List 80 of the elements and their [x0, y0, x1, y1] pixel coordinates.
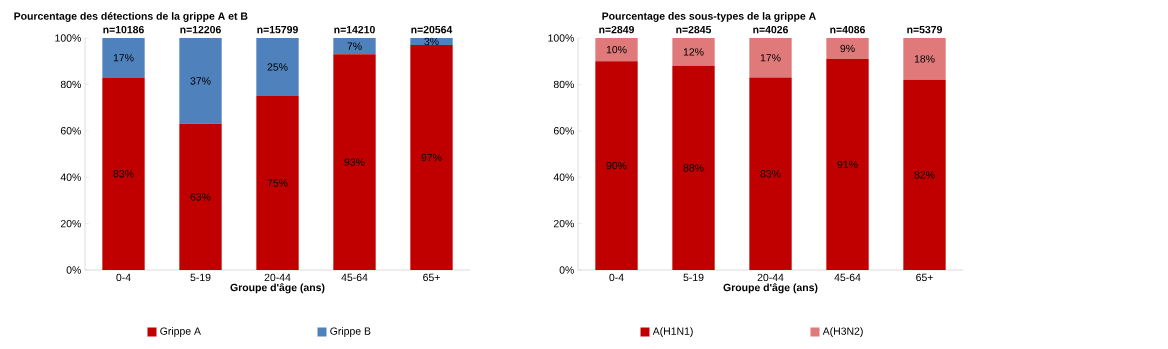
chart-title: Pourcentage des détections de la grippe A et B — [14, 12, 248, 22]
bar — [826, 38, 869, 59]
data-label: 17% — [760, 54, 781, 62]
y-tick-label: 80% — [60, 80, 81, 89]
x-tick-label: 5-19 — [190, 273, 211, 282]
data-label: 82% — [914, 171, 935, 179]
data-label: 83% — [760, 170, 781, 178]
x-tick-label: 20-44 — [264, 273, 291, 282]
data-label: 91% — [837, 160, 858, 169]
data-label: 17% — [113, 54, 134, 62]
data-label: 63% — [190, 193, 211, 201]
data-label: 7% — [347, 42, 362, 50]
x-tick-label: 65+ — [916, 273, 933, 282]
data-label: 3% — [424, 37, 439, 46]
data-label: 93% — [344, 158, 365, 166]
bar — [672, 38, 715, 66]
text: n=4086 — [830, 25, 866, 34]
bar — [595, 61, 638, 270]
bar — [749, 38, 792, 78]
text: n=2845 — [676, 25, 712, 34]
x-axis-title: Groupe d'âge (ans) — [723, 283, 818, 294]
bar — [333, 38, 376, 55]
data-label: 97% — [421, 153, 442, 162]
text: n=20564 — [411, 25, 453, 34]
bar — [102, 38, 145, 78]
data-label: 75% — [267, 179, 288, 187]
data-label: 25% — [267, 63, 288, 71]
data-label: 90% — [606, 161, 627, 170]
x-tick-label: 0-4 — [609, 273, 624, 282]
text: n=10186 — [103, 25, 144, 34]
x-tick-label: 5-19 — [683, 273, 704, 282]
y-tick-label: 0% — [66, 266, 81, 274]
y-tick-label: 20% — [553, 219, 574, 228]
text: n=4026 — [753, 25, 789, 34]
bar — [410, 38, 453, 45]
data-label: 37% — [190, 77, 211, 85]
bar — [102, 77, 145, 270]
y-tick-label: 60% — [553, 127, 574, 135]
data-label: 18% — [914, 55, 935, 63]
y-tick-label: 20% — [60, 219, 81, 228]
x-axis-title: Groupe d'âge (ans) — [230, 283, 325, 294]
bar — [256, 96, 299, 270]
legend-label: A(H1N1) — [652, 327, 693, 337]
bar — [595, 38, 638, 62]
y-tick-label: 60% — [60, 127, 81, 135]
text: n=12206 — [180, 25, 221, 34]
bar — [903, 79, 946, 270]
x-tick-label: 45-64 — [341, 273, 368, 282]
legend-label: Grippe B — [330, 327, 371, 337]
x-tick-label: 45-64 — [834, 273, 861, 282]
x-tick-label: 0-4 — [116, 273, 131, 282]
legend-label: A(H3N2) — [822, 327, 863, 337]
bar — [410, 44, 453, 270]
text: n=15799 — [257, 25, 298, 34]
data-label: 88% — [683, 164, 704, 172]
text: n=5379 — [907, 25, 942, 34]
y-tick-label: 0% — [559, 266, 574, 274]
bar — [826, 58, 869, 270]
data-label: 9% — [840, 44, 855, 53]
text: n=14210 — [334, 25, 375, 34]
x-tick-label: 65+ — [423, 273, 440, 282]
data-label: 10% — [606, 45, 627, 54]
chart-title: Pourcentage des sous-types de la grippe A — [602, 12, 816, 22]
data-label: 12% — [683, 48, 704, 56]
text: n=2849 — [599, 25, 634, 34]
bar — [903, 38, 946, 80]
y-tick-label: 80% — [553, 80, 574, 89]
data-label: 83% — [113, 170, 134, 178]
bar — [672, 65, 715, 270]
bar — [179, 123, 222, 270]
y-tick-label: 100% — [548, 34, 574, 42]
y-tick-label: 40% — [60, 173, 81, 181]
bar — [749, 77, 792, 270]
legend-label: Grippe A — [160, 327, 201, 337]
bar — [179, 38, 222, 124]
y-tick-label: 40% — [553, 173, 574, 181]
bar — [256, 38, 299, 96]
bar — [333, 54, 376, 270]
y-tick-label: 100% — [55, 34, 81, 42]
x-tick-label: 20-44 — [757, 273, 784, 282]
